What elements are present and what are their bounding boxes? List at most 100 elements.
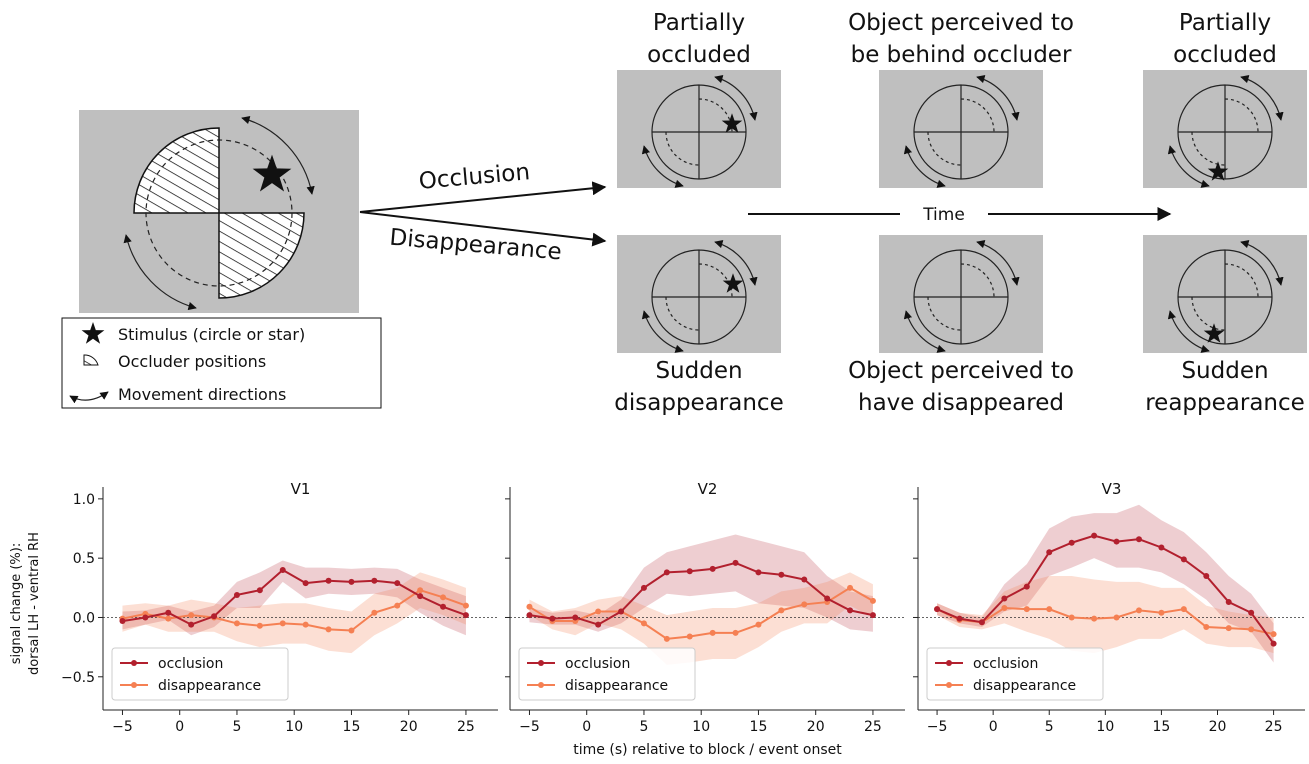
point bbox=[869, 612, 876, 619]
legend-label: occlusion bbox=[565, 656, 630, 672]
point bbox=[640, 620, 647, 627]
point bbox=[394, 602, 401, 609]
caption: have disappeared bbox=[858, 390, 1064, 416]
point bbox=[302, 621, 309, 628]
point bbox=[526, 612, 533, 619]
line bbox=[936, 606, 1274, 636]
point bbox=[526, 603, 533, 610]
point bbox=[417, 587, 424, 594]
point bbox=[1225, 599, 1232, 606]
point bbox=[778, 607, 785, 614]
x-axis-label: time (s) relative to block / event onset bbox=[573, 742, 842, 758]
point bbox=[1203, 572, 1210, 579]
point bbox=[188, 621, 195, 628]
point bbox=[417, 593, 424, 600]
x-tick-label: 25 bbox=[864, 719, 882, 735]
caption: Sudden bbox=[655, 358, 742, 384]
point bbox=[1225, 625, 1232, 632]
schematic bbox=[79, 110, 359, 313]
series-group bbox=[103, 560, 498, 654]
legend-label: occlusion bbox=[973, 656, 1038, 672]
point bbox=[686, 633, 693, 640]
x-tick-label: 20 bbox=[807, 719, 825, 735]
point bbox=[847, 607, 854, 614]
legend-swatch bbox=[946, 682, 952, 688]
caption: occluded bbox=[647, 42, 751, 68]
point bbox=[595, 608, 602, 615]
x-tick-label: 15 bbox=[750, 719, 768, 735]
y-tick-label: 0.0 bbox=[73, 610, 95, 626]
point bbox=[1113, 538, 1120, 545]
point bbox=[348, 578, 355, 585]
point bbox=[663, 635, 670, 642]
point bbox=[279, 620, 286, 627]
point bbox=[188, 612, 195, 619]
point bbox=[165, 615, 172, 622]
chart-title: V2 bbox=[698, 480, 718, 498]
point bbox=[165, 609, 172, 616]
point bbox=[1180, 606, 1187, 613]
point bbox=[1091, 615, 1098, 622]
point bbox=[732, 559, 739, 566]
point bbox=[1248, 609, 1255, 616]
x-tick-label: 5 bbox=[1045, 719, 1054, 735]
x-tick-label: −5 bbox=[927, 719, 948, 735]
point bbox=[119, 618, 126, 625]
y-tick-label: 0.5 bbox=[73, 551, 95, 567]
x-tick-label: 20 bbox=[1209, 719, 1227, 735]
schematic-legend: Stimulus (circle or star) Occluder posit… bbox=[61, 317, 382, 409]
y-axis-label: dorsal LH - ventral RH bbox=[27, 532, 42, 675]
point bbox=[1158, 544, 1165, 551]
point bbox=[663, 569, 670, 576]
x-tick-label: −5 bbox=[112, 719, 133, 735]
point bbox=[778, 571, 785, 578]
line bbox=[122, 589, 467, 632]
point bbox=[440, 594, 447, 601]
x-tick-label: 10 bbox=[692, 719, 710, 735]
x-tick-label: 0 bbox=[582, 719, 591, 735]
point bbox=[1068, 614, 1075, 621]
point bbox=[211, 613, 218, 620]
point bbox=[440, 603, 447, 610]
point bbox=[801, 576, 808, 583]
point bbox=[462, 612, 469, 619]
point bbox=[325, 626, 332, 633]
chart-title: V3 bbox=[1102, 480, 1122, 498]
y-tick-label: −0.5 bbox=[61, 670, 95, 686]
series-group bbox=[918, 504, 1305, 663]
point bbox=[1270, 631, 1277, 638]
point bbox=[1046, 549, 1053, 556]
point bbox=[1023, 606, 1030, 613]
legend-swatch bbox=[538, 660, 544, 666]
disappearance-label: Disappearance bbox=[389, 225, 563, 266]
point bbox=[847, 584, 854, 591]
arrow-disappearance bbox=[359, 211, 607, 247]
point bbox=[1068, 539, 1075, 546]
confidence-band bbox=[529, 534, 873, 632]
point bbox=[1091, 532, 1098, 539]
point bbox=[709, 629, 716, 636]
point bbox=[1001, 595, 1008, 602]
point bbox=[572, 614, 579, 621]
point bbox=[618, 608, 625, 615]
point bbox=[325, 577, 332, 584]
confidence-band bbox=[937, 504, 1274, 663]
legend: occlusion disappearance bbox=[111, 647, 289, 701]
point bbox=[1135, 607, 1142, 614]
point bbox=[462, 602, 469, 609]
x-tick-label: 0 bbox=[175, 719, 184, 735]
point bbox=[1203, 623, 1210, 630]
caption: occluded bbox=[1173, 42, 1277, 68]
y-axis-label: signal change (%): bbox=[9, 543, 24, 664]
x-tick-label: −5 bbox=[519, 719, 540, 735]
time-label: Time bbox=[922, 205, 965, 225]
chart-title: V1 bbox=[291, 480, 311, 498]
caption: Partially bbox=[1179, 10, 1271, 36]
point bbox=[934, 606, 941, 613]
point bbox=[709, 565, 716, 572]
legend-swatch bbox=[131, 682, 137, 688]
x-tick-label: 5 bbox=[232, 719, 241, 735]
occlusion-label: Occlusion bbox=[418, 159, 531, 195]
point bbox=[801, 601, 808, 608]
